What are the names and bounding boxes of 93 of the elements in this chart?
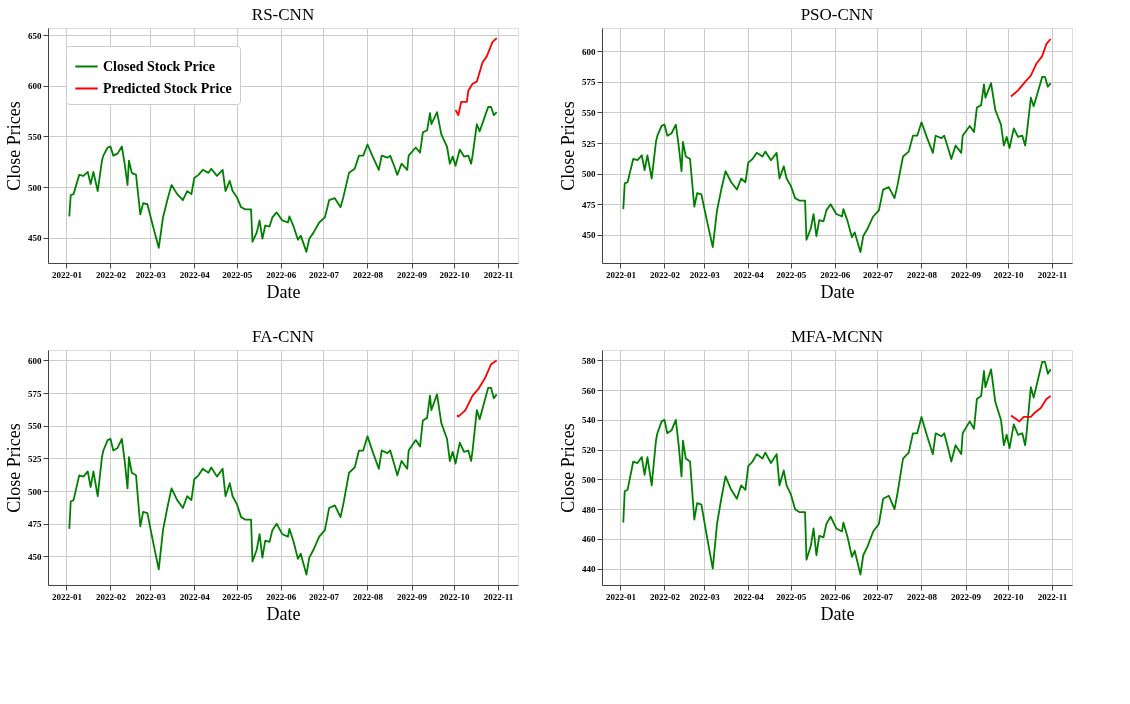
line-series	[454, 37, 498, 117]
x-tick-label: 2022-02	[649, 269, 681, 280]
y-axis-title: Close Prices	[558, 423, 578, 513]
y-tick-label: 450	[28, 551, 42, 562]
y-tick-label: 650	[28, 30, 42, 41]
x-tick-label: 2022-07	[862, 591, 894, 602]
x-tick-label: 2022-10	[439, 591, 471, 602]
y-tick-label: 550	[582, 107, 596, 118]
x-tick-label: 2022-08	[352, 591, 384, 602]
y-tick-label: 440	[582, 564, 596, 575]
x-tick-label: 2022-07	[308, 591, 340, 602]
x-tick-label: 2022-10	[439, 269, 471, 280]
y-tick-label: 480	[582, 504, 596, 515]
x-tick-label: 2022-10	[993, 591, 1025, 602]
x-axis-title: Date	[820, 603, 855, 624]
x-tick-label: 2022-05	[776, 591, 807, 602]
x-tick-label: 2022-04	[733, 591, 765, 602]
x-axis-title: Date	[820, 281, 855, 302]
y-tick-label: 600	[582, 46, 596, 57]
x-tick-label: 2022-03	[135, 269, 167, 280]
y-tick-label: 450	[28, 233, 42, 244]
y-tick-label: 525	[582, 138, 596, 149]
y-tick-label: 575	[28, 388, 42, 399]
y-tick-label: 460	[582, 534, 596, 545]
x-tick-label: 2022-05	[776, 269, 807, 280]
y-tick-label: 550	[28, 131, 42, 142]
y-tick-label: 500	[582, 169, 596, 180]
y-tick-label: 600	[28, 81, 42, 92]
x-tick-label: 2022-09	[951, 269, 982, 280]
y-tick-label: 580	[582, 355, 596, 366]
x-tick-label: 2022-09	[397, 591, 428, 602]
x-tick-label: 2022-01	[51, 269, 83, 280]
x-tick-label: 2022-02	[95, 269, 127, 280]
line-series	[622, 361, 1052, 576]
x-tick-label: 2022-01	[51, 591, 83, 602]
y-tick-label: 520	[582, 445, 596, 456]
legend-label: Predicted Stock Price	[103, 80, 232, 96]
x-tick-label: 2022-05	[222, 269, 253, 280]
line-series	[68, 106, 498, 253]
y-tick-label: 475	[28, 519, 42, 530]
x-tick-label: 2022-11	[483, 269, 514, 280]
x-tick-label: 2022-02	[649, 591, 681, 602]
chart-title: PSO-CNN	[800, 5, 874, 24]
x-tick-label: 2022-07	[862, 269, 894, 280]
y-tick-label: 500	[582, 474, 596, 485]
y-tick-label: 500	[28, 182, 42, 193]
x-tick-label: 2022-04	[733, 269, 765, 280]
x-tick-label: 2022-09	[397, 269, 428, 280]
chart-title: MFA-MCNN	[790, 327, 884, 346]
line-series	[622, 76, 1052, 253]
x-tick-label: 2022-11	[483, 591, 514, 602]
y-tick-label: 550	[28, 421, 42, 432]
chart-title: RS-CNN	[251, 5, 315, 24]
x-tick-label: 2022-08	[906, 591, 938, 602]
y-tick-label: 560	[582, 385, 596, 396]
x-tick-label: 2022-02	[95, 591, 127, 602]
y-axis-title: Close Prices	[4, 423, 24, 513]
x-axis-title: Date	[266, 281, 301, 302]
x-tick-label: 2022-09	[951, 591, 982, 602]
x-tick-label: 2022-03	[135, 591, 167, 602]
y-tick-label: 475	[582, 199, 596, 210]
y-tick-label: 525	[28, 453, 42, 464]
y-tick-label: 500	[28, 486, 42, 497]
line-series	[68, 386, 498, 576]
y-tick-label: 540	[582, 415, 596, 426]
x-tick-label: 2022-04	[179, 269, 211, 280]
y-axis-title: Close Prices	[558, 101, 578, 191]
x-tick-label: 2022-05	[222, 591, 253, 602]
y-tick-label: 575	[582, 77, 596, 88]
chart-title: FA-CNN	[251, 327, 315, 346]
x-tick-label: 2022-01	[605, 269, 637, 280]
x-axis-title: Date	[266, 603, 301, 624]
x-tick-label: 2022-08	[352, 269, 384, 280]
line-series	[1010, 395, 1052, 423]
y-tick-label: 450	[582, 230, 596, 241]
x-tick-label: 2022-07	[308, 269, 340, 280]
x-tick-label: 2022-11	[1037, 269, 1068, 280]
x-tick-label: 2022-06	[820, 269, 851, 280]
x-tick-label: 2022-06	[266, 591, 297, 602]
line-series	[1010, 38, 1052, 98]
line-series	[456, 359, 498, 418]
x-tick-label: 2022-08	[906, 269, 938, 280]
x-tick-label: 2022-06	[266, 269, 297, 280]
legend-label: Closed Stock Price	[103, 58, 215, 74]
x-tick-label: 2022-03	[689, 269, 721, 280]
x-tick-label: 2022-04	[179, 591, 211, 602]
x-tick-label: 2022-01	[605, 591, 637, 602]
x-tick-label: 2022-10	[993, 269, 1025, 280]
x-tick-label: 2022-06	[820, 591, 851, 602]
y-tick-label: 600	[28, 355, 42, 366]
x-tick-label: 2022-11	[1037, 591, 1068, 602]
x-tick-label: 2022-03	[689, 591, 721, 602]
y-axis-title: Close Prices	[4, 101, 24, 191]
